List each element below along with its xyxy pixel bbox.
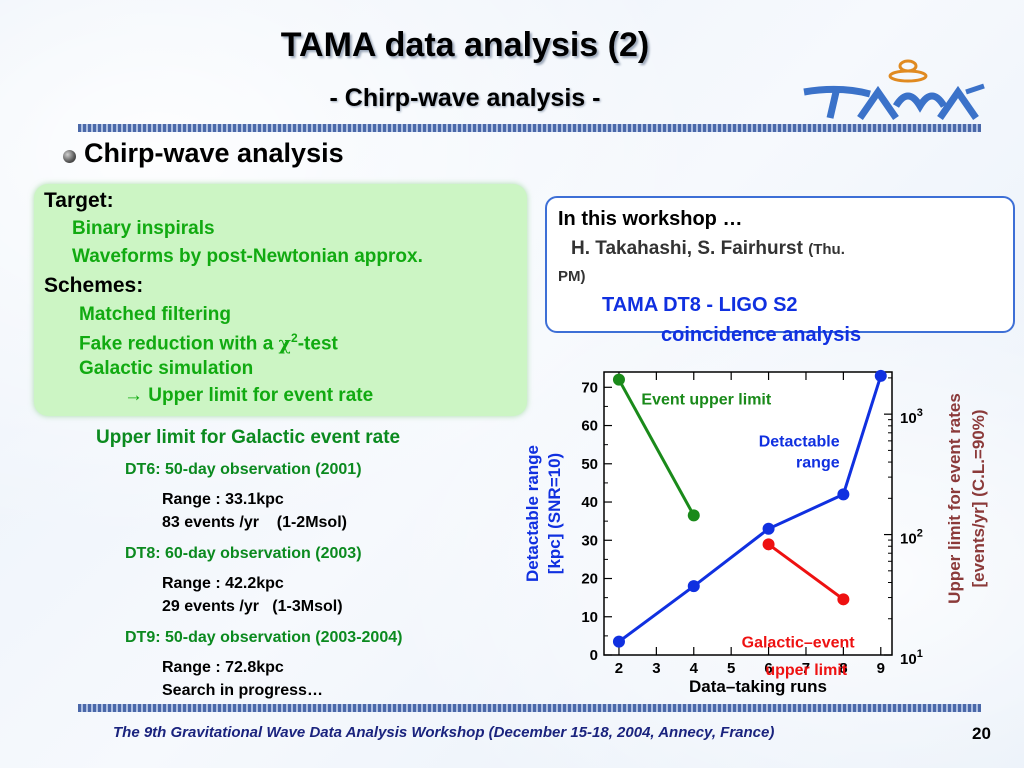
run-heading-dt9: DT9: 50-day observation (2003-2004) [125, 629, 403, 646]
section-heading: Chirp-wave analysis [63, 138, 344, 169]
y-tick-label-right: 103 [900, 407, 923, 427]
plot-area [603, 371, 893, 656]
chi-superscript: 2 [291, 331, 298, 345]
target-box: Target: Binary inspirals Waveforms by po… [34, 184, 527, 416]
data-point [687, 580, 700, 593]
run-status-dt9: Search in progress… [162, 682, 323, 699]
arrow-icon: → [124, 385, 143, 406]
speaker-names: H. Takahashi, S. Fairhurst [571, 238, 803, 259]
target-item: Binary inspirals [72, 218, 215, 239]
footer-text: The 9th Gravitational Wave Data Analysis… [113, 724, 775, 741]
chi-symbol: χ [278, 332, 292, 355]
session-time: (Thu. [808, 241, 845, 258]
data-point [687, 509, 700, 522]
x-tick-label: 5 [727, 660, 735, 677]
series-label-galactic-upper-limit: upper limit [765, 662, 847, 679]
run-heading-dt8: DT8: 60-day observation (2003) [125, 545, 362, 562]
run-heading-dt6: DT6: 50-day observation (2001) [125, 461, 362, 478]
data-point [874, 369, 887, 382]
page-number: 20 [972, 724, 991, 743]
y-tick-label-left: 10 [581, 609, 598, 626]
data-point [612, 373, 625, 386]
scheme-item: Galactic simulation [79, 358, 254, 379]
y-tick-label-left: 50 [581, 456, 598, 473]
schemes-label: Schemes: [44, 274, 144, 297]
tama-logo-icon [803, 59, 985, 120]
scheme-item-text: Upper limit for event rate [148, 385, 374, 406]
x-tick-label: 4 [690, 660, 699, 677]
slide-subtitle: - Chirp-wave analysis - [329, 84, 601, 112]
upper-limit-heading: Upper limit for Galactic event rate [96, 427, 401, 448]
scheme-item-text: Fake reduction with a [79, 333, 274, 355]
y-axis-label-left: Detactable range [523, 445, 542, 582]
target-label: Target: [44, 189, 114, 212]
run-rate-dt6: 83 events /yr (1-2Msol) [162, 514, 347, 531]
slide-title: TAMA data analysis (2) [280, 26, 650, 64]
data-point [837, 488, 850, 501]
run-range-dt8: Range : 42.2kpc [162, 575, 284, 592]
bullet-icon [63, 150, 76, 163]
series-label-detactable-range: Detactable [759, 434, 840, 451]
y-tick-label-left: 40 [581, 494, 598, 511]
workshop-topic-cont: coincidence analysis [661, 324, 862, 346]
data-point [837, 593, 850, 606]
workshop-speakers: H. Takahashi, S. Fairhurst (Thu. [571, 238, 845, 260]
x-axis-label: Data–taking runs [689, 677, 827, 696]
series-line [617, 378, 696, 517]
y-tick-label-left: 70 [581, 379, 598, 396]
x-tick-label: 3 [652, 660, 660, 677]
y-tick-label-left: 30 [581, 532, 598, 549]
x-tick-label: 6 [764, 660, 772, 677]
y-axis-label-right: Upper limit for event rates [945, 393, 964, 604]
run-rate-dt8: 29 events /yr (1-3Msol) [162, 598, 343, 615]
series-label-detactable-range: range [796, 455, 840, 472]
chi-suffix: -test [297, 333, 338, 355]
range-and-upper-limit-chart: 2 3 4 5 6 7 8 9 0 10 20 30 40 50 60 70 101 102 103 Event up… [523, 369, 988, 696]
run-range-dt9: Range : 72.8kpc [162, 659, 284, 676]
y-tick-label-left: 0 [590, 647, 598, 664]
scheme-item: Matched filtering [79, 304, 232, 325]
header-divider [78, 124, 981, 132]
workshop-box: In this workshop … H. Takahashi, S. Fair… [545, 196, 1015, 333]
series-line [767, 543, 845, 601]
data-point [762, 538, 775, 551]
run-range-dt6: Range : 33.1kpc [162, 491, 284, 508]
target-item: Waveforms by post-Newtonian approx. [72, 246, 423, 267]
workshop-heading: In this workshop … [558, 208, 743, 230]
session-time-cont: PM) [558, 268, 586, 285]
series-label-event-upper-limit: Event upper limit [641, 392, 771, 409]
x-tick-label: 9 [877, 660, 885, 677]
x-tick-label: 7 [802, 660, 810, 677]
y-tick-label-right: 102 [900, 528, 923, 548]
scheme-item-chi-test: Fake reduction with a χ2-test [79, 331, 338, 355]
y-tick-label-left: 60 [581, 418, 598, 435]
y-tick-label-left: 20 [581, 571, 598, 588]
data-point [612, 635, 625, 648]
section-heading-text: Chirp-wave analysis [84, 138, 344, 168]
footer-divider [78, 704, 981, 712]
series-label-galactic-upper-limit: Galactic–event [742, 635, 856, 652]
scheme-item-upper-limit: → Upper limit for event rate [124, 385, 373, 407]
data-point [762, 522, 775, 535]
workshop-topic: TAMA DT8 - LIGO S2 [602, 294, 798, 316]
y-axis-label-right: [events/yr] (C.L.=90%) [969, 409, 988, 587]
y-tick-label-right: 101 [900, 648, 923, 668]
x-tick-label: 8 [839, 660, 847, 677]
y-axis-label-left: [kpc] (SNR=10) [545, 453, 564, 574]
x-tick-label: 2 [615, 660, 623, 677]
